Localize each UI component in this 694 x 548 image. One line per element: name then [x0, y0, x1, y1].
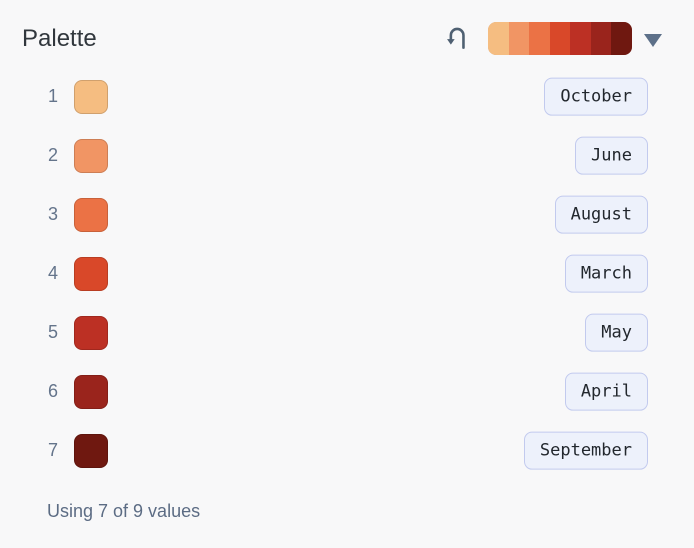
row-number: 5	[47, 322, 58, 342]
palette-row: 7 September	[0, 421, 694, 480]
palette-row: 5 May	[0, 303, 694, 362]
palette-preview-segment	[611, 22, 632, 55]
palette-preview-segment	[529, 22, 550, 55]
color-swatch[interactable]	[74, 256, 108, 291]
value-label-button[interactable]: August	[554, 195, 648, 234]
row-number: 7	[47, 440, 58, 460]
palette-row: 3 August	[0, 185, 694, 244]
value-label-button[interactable]: June	[575, 136, 648, 175]
row-number: 1	[47, 86, 58, 106]
value-label-button[interactable]: May	[585, 313, 648, 352]
palette-preview-strip[interactable]	[488, 22, 632, 55]
row-number: 3	[47, 204, 58, 224]
color-swatch[interactable]	[74, 197, 108, 232]
value-label-button[interactable]: March	[564, 254, 648, 293]
palette-rows: 1 October 2 June 3 August 4 March 5 May …	[0, 67, 694, 480]
value-label-button[interactable]: April	[564, 372, 648, 411]
palette-row: 6 April	[0, 362, 694, 421]
color-swatch[interactable]	[74, 433, 108, 468]
palette-preview-segment	[508, 22, 530, 55]
color-swatch[interactable]	[74, 315, 108, 350]
undo-button[interactable]	[443, 23, 471, 51]
palette-row: 2 June	[0, 126, 694, 185]
palette-preview-segment	[488, 22, 509, 55]
row-number: 6	[47, 381, 58, 401]
usage-status-text: Using 7 of 9 values	[47, 501, 201, 521]
palette-preview-segment	[549, 22, 571, 55]
palette-preview-segment	[590, 22, 612, 55]
value-label-button[interactable]: October	[544, 77, 648, 116]
value-label-button[interactable]: September	[523, 431, 648, 470]
palette-row: 1 October	[0, 67, 694, 126]
palette-row: 4 March	[0, 244, 694, 303]
row-number: 4	[47, 263, 58, 283]
palette-preview-segment	[570, 22, 591, 55]
row-number: 2	[47, 145, 58, 165]
triangle-down-icon[interactable]	[644, 34, 662, 47]
color-swatch[interactable]	[74, 374, 108, 409]
undo-arrow-icon	[444, 24, 471, 51]
panel-title: Palette	[22, 25, 97, 52]
color-swatch[interactable]	[74, 79, 108, 114]
color-swatch[interactable]	[74, 138, 108, 173]
